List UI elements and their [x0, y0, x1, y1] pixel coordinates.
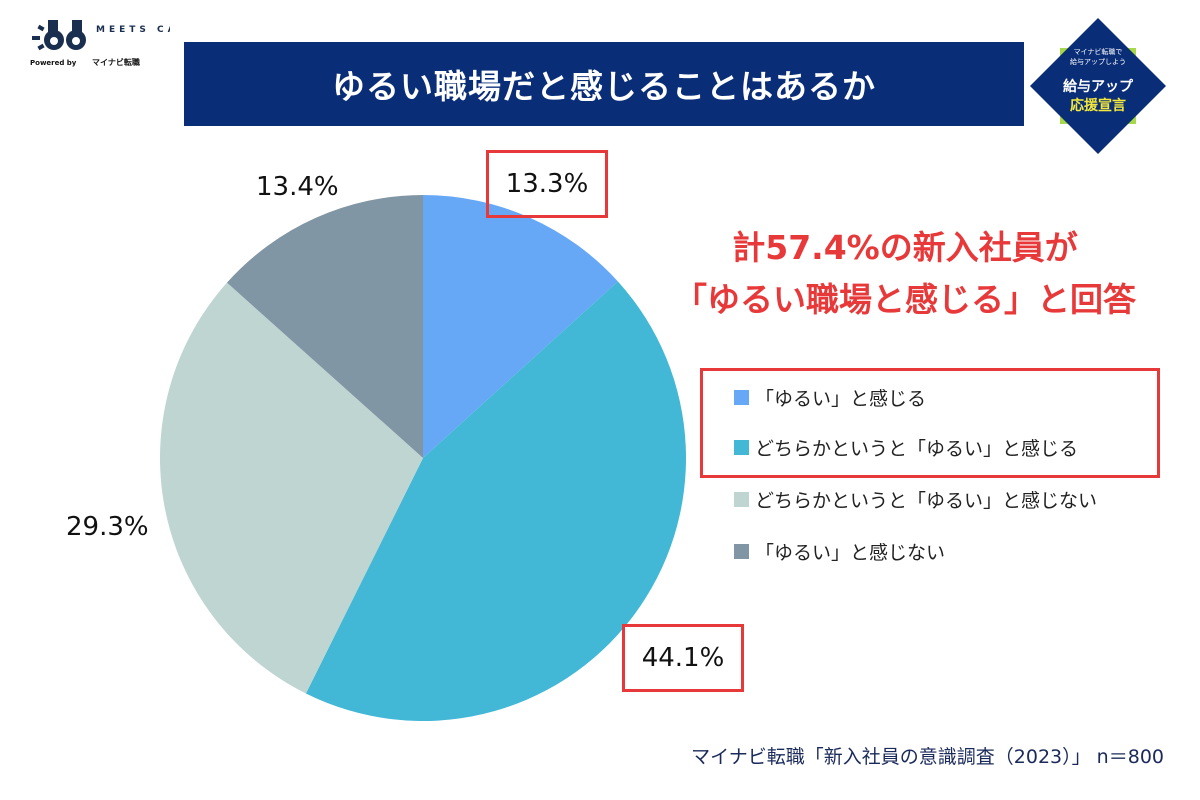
data-label-2: 29.3% — [66, 512, 149, 542]
legend-label: どちらかというと「ゆるい」と感じない — [755, 490, 1098, 512]
legend-swatch — [734, 544, 749, 559]
badge-line2: 給与アップしよう — [1070, 57, 1126, 66]
pie-slice-3 — [226, 195, 423, 458]
logo-text: MEETS CAREER — [96, 25, 170, 35]
headline-line2: 「ゆるい職場と感じる」と回答 — [674, 280, 1136, 319]
legend-swatch — [734, 440, 749, 455]
legend-label: 「ゆるい」と感じる — [755, 388, 927, 410]
meets-career-logo: MEETS CAREER Powered by マイナビ転職 — [30, 20, 170, 67]
pie-slice-1 — [305, 281, 687, 722]
source-note: マイナビ転職「新入社員の意識調査（2023）」 n＝800 — [691, 746, 1164, 768]
legend-label: 「ゆるい」と感じない — [755, 542, 946, 564]
badge-line3: 給与アップ — [1063, 78, 1134, 95]
legend-item-3: 「ゆるい」と感じない — [734, 538, 945, 565]
pie-slice-2 — [159, 282, 423, 694]
legend-item-0: 「ゆるい」と感じる — [734, 384, 926, 411]
legend-label: どちらかというと「ゆるい」と感じる — [755, 438, 1079, 460]
headline: 計57.4%の新入社員が 「ゆるい職場と感じる」と回答 — [640, 222, 1170, 326]
data-label-1: 44.1% — [622, 624, 744, 692]
legend-highlight-box — [700, 368, 1160, 478]
data-label-1-text: 44.1% — [641, 643, 725, 673]
data-label-0-text: 13.3% — [505, 169, 589, 199]
headline-line1: 計57.4%の新入社員が — [732, 228, 1078, 267]
legend-swatch — [734, 390, 749, 405]
logo-partner: マイナビ転職 — [92, 57, 140, 67]
salary-up-badge: マイナビ転職で 給与アップしよう 給与アップ 応援宣言 — [1030, 18, 1166, 154]
page-title: ゆるい職場だと感じることはあるか — [184, 42, 1024, 126]
legend-item-2: どちらかというと「ゆるい」と感じない — [734, 486, 1097, 513]
legend-swatch — [734, 492, 749, 507]
logo-powered-by: Powered by — [30, 59, 77, 67]
data-label-3: 13.4% — [256, 172, 339, 202]
data-label-0: 13.3% — [486, 150, 608, 218]
legend-item-1: どちらかというと「ゆるい」と感じる — [734, 434, 1078, 461]
pie-slice-0 — [423, 195, 618, 458]
badge-line4: 応援宣言 — [1070, 97, 1126, 114]
badge-line1: マイナビ転職で — [1074, 47, 1123, 56]
